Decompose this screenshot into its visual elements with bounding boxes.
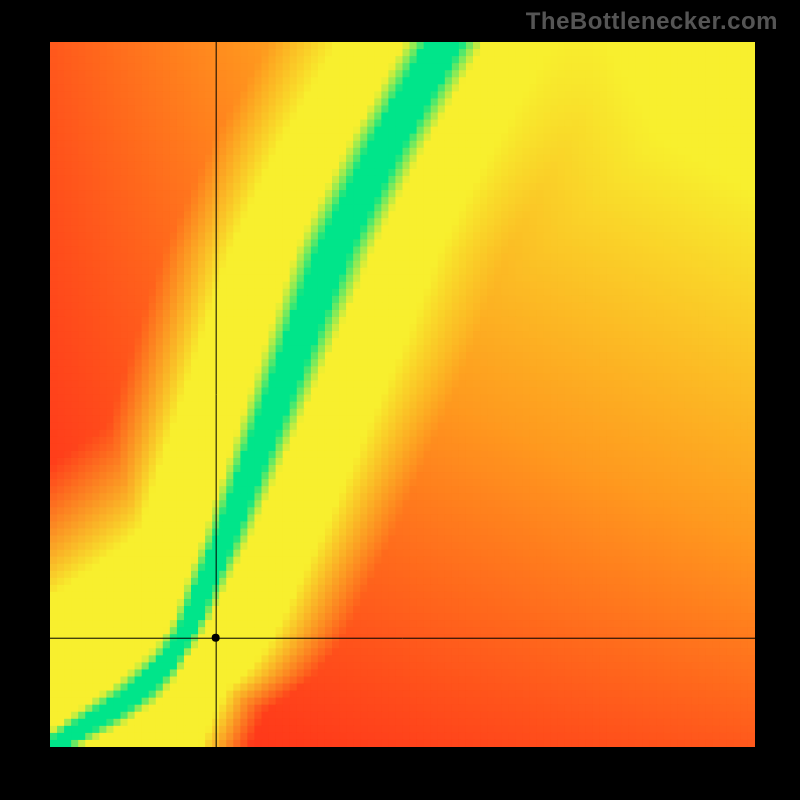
watermark-text: TheBottlenecker.com: [526, 8, 778, 36]
heatmap-canvas: [50, 42, 755, 747]
heatmap-plot: [50, 42, 755, 747]
root-container: TheBottlenecker.com: [0, 0, 800, 800]
